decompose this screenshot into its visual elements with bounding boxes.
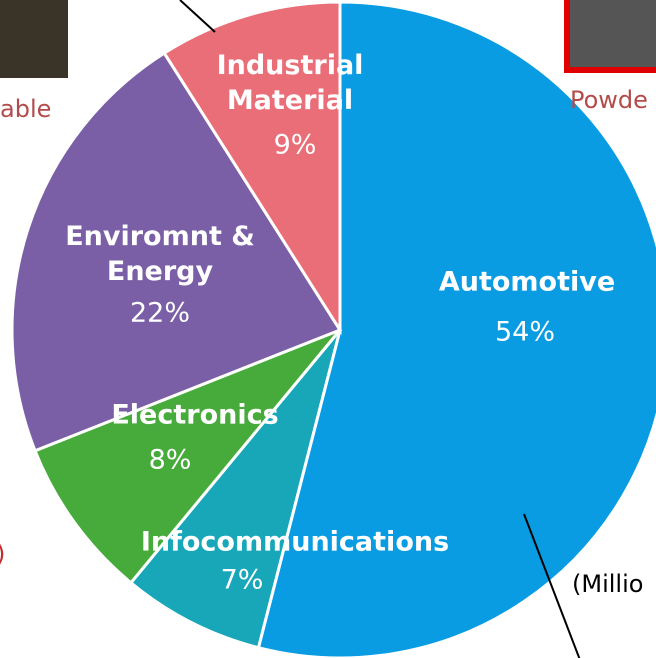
thumbnail [564,0,656,73]
value-label: 7% [220,564,264,596]
pie-slice [128,329,342,650]
pie-slice [256,0,656,658]
value-label: 54% [494,316,556,348]
pie-slice [10,50,343,453]
slice-label: Infocommunications [140,526,450,558]
slice-label: Enviromnt & Energy [65,221,255,287]
side-text: able [0,95,52,123]
slice-label: Industrial Material [216,50,364,116]
value-label: 22% [129,297,191,329]
side-text: (Millio [572,570,644,598]
slice-label: Electronics [111,399,279,431]
pie-slice [162,0,342,336]
side-text: Powde [570,86,648,114]
pie-slice [33,328,342,585]
thumbnail [0,0,68,78]
pointer-line [179,0,216,33]
slice-label: Automotive [438,266,616,298]
value-label: 9% [273,129,317,161]
pointer-line [523,513,581,658]
value-label: 8% [148,444,192,476]
side-text: ) [0,540,5,568]
